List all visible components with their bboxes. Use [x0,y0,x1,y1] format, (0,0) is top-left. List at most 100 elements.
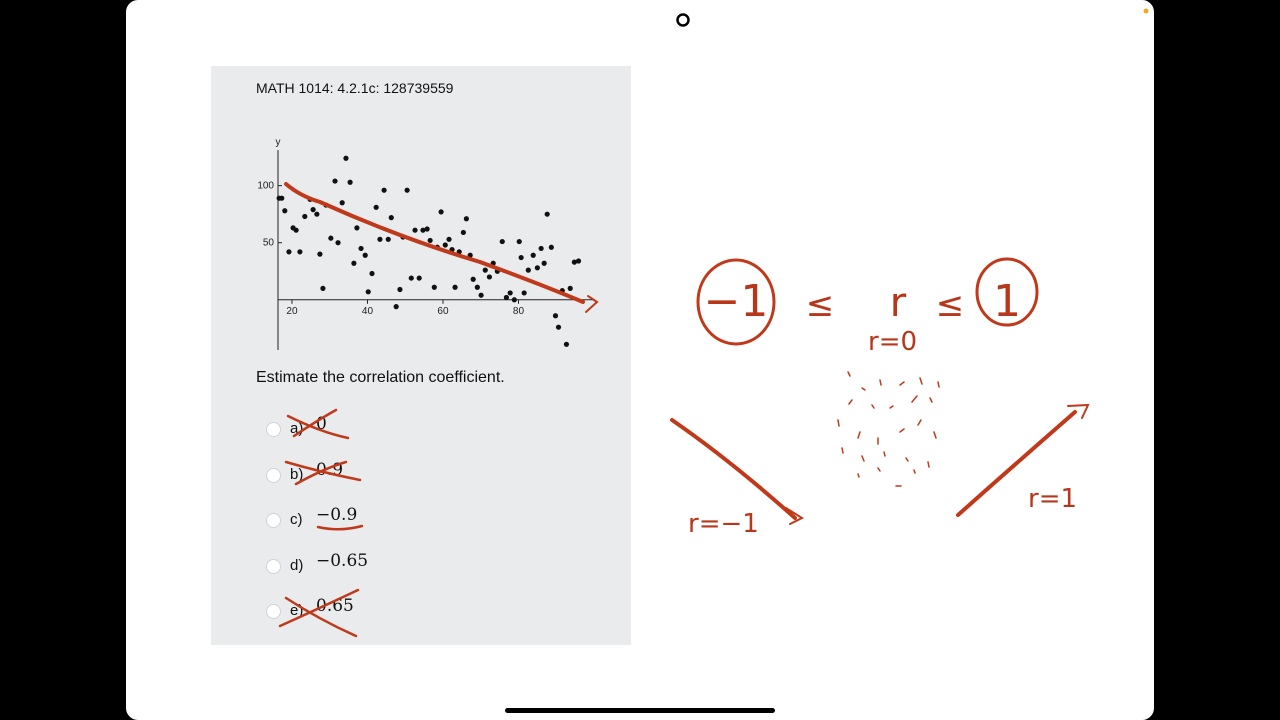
data-point [567,285,573,291]
data-point [310,207,316,213]
data-point [279,195,285,201]
data-point [424,226,430,232]
data-point [397,286,403,293]
data-point [446,236,452,242]
arrow-head [785,507,805,525]
data-point [507,290,513,296]
x-tick-label: 80 [513,306,525,317]
y-tick-label: 100 [257,181,274,192]
option-value: 0 [316,414,327,434]
data-point [385,236,391,242]
data-point [408,275,414,281]
question-text: Estimate the correlation coefficient. [256,369,505,386]
data-point [499,238,505,245]
data-point [362,252,368,258]
data-point [541,260,547,266]
radio-button[interactable] [266,422,281,437]
home-indicator [505,708,775,713]
status-icon [676,13,690,27]
data-point [420,227,426,233]
data-point [538,245,544,252]
data-point [463,216,469,222]
data-point [442,242,448,248]
scatter-sketch [837,371,940,487]
data-point [552,313,559,319]
data-point [478,292,484,298]
x-tick-label: 20 [286,306,298,317]
data-point [347,179,353,185]
question-panel [211,66,631,645]
data-point [286,249,292,255]
data-point [393,304,399,310]
x-tick-label: 40 [362,306,374,317]
data-point [575,258,582,264]
data-point [416,275,422,281]
data-point [548,244,554,250]
data-point [482,267,488,273]
data-point [544,211,550,217]
data-point [521,290,527,296]
data-point [354,225,360,231]
data-point [404,187,410,193]
data-point [282,208,288,214]
ink [278,182,1090,638]
option-letter: b) [290,465,304,483]
data-point [302,213,308,220]
radio-button[interactable] [266,513,281,528]
option-letter: c) [290,511,303,528]
data-point [317,251,323,257]
data-point [339,200,345,206]
x-tick-label: 60 [437,306,449,317]
cross-out [278,588,360,638]
data-point [381,187,387,193]
option-value: −0.65 [316,550,369,571]
data-point [351,260,357,266]
question-header: MATH 1014: 4.2.1c: 128739559 [256,80,454,96]
data-point [373,204,379,210]
zero-label: r=0 [868,327,917,357]
arrow-head [1067,403,1090,419]
data-point [511,297,517,303]
cross-out [284,460,362,486]
data-point [503,294,510,301]
data-point [427,237,433,244]
data-point [365,289,371,295]
data-point [470,276,476,282]
data-point [328,235,334,241]
radio-button[interactable] [266,558,281,574]
data-point [412,227,418,233]
data-point [377,236,383,242]
underline [316,524,364,531]
circle [696,258,776,346]
inequality-part: ≤ [936,285,965,325]
data-point [525,267,531,273]
data-point [358,245,364,252]
data-point [534,265,540,271]
data-point [474,284,480,290]
data-point [555,324,562,330]
negative-label: r=−1 [688,509,759,539]
positive-line [956,410,1077,517]
option-value: −0.9 [316,505,358,525]
data-point [563,341,570,347]
positive-label: r=1 [1028,484,1077,514]
arrow-head [585,295,599,313]
data-point [518,254,524,261]
data-point [335,240,341,246]
data-point [293,227,299,233]
inequality: −1 ≤ r ≤1 [704,276,1021,327]
inequality-part: 1 [993,276,1021,327]
data-point [332,178,338,184]
data-point [516,238,522,245]
circle [975,257,1039,327]
option-letter: d) [290,556,304,574]
radio-button[interactable] [266,467,281,483]
trend-line [284,182,585,304]
data-point [369,270,375,277]
data-point [530,252,536,258]
radio-button[interactable] [266,604,281,619]
negative-line [670,418,797,520]
inequality-part: r [890,280,907,326]
y-axis-label: y [276,137,281,148]
